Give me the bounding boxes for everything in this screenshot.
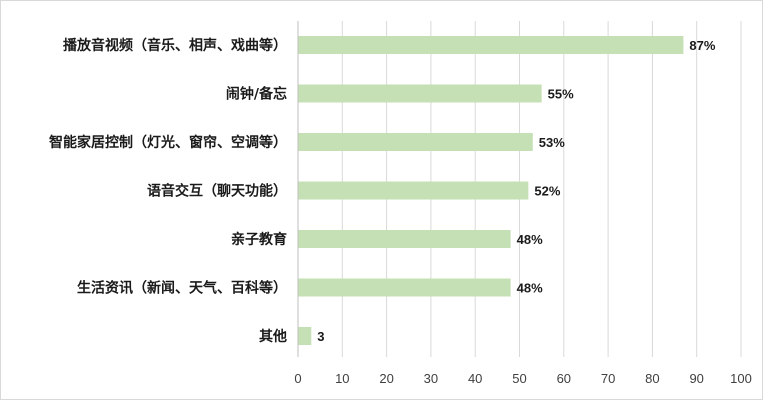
x-tick-50: 50 — [512, 371, 526, 386]
value-labels: 87% 55% 53% 52% 48% 48% 3 — [317, 38, 716, 344]
bar-5 — [298, 278, 511, 297]
x-tick-70: 70 — [601, 371, 615, 386]
x-axis-ticks: 0 10 20 30 40 50 60 70 80 90 100 — [294, 371, 751, 386]
bar-6 — [298, 327, 312, 345]
x-tick-90: 90 — [689, 371, 703, 386]
category-label-2: 智能家居控制（灯光、窗帘、空调等） — [48, 134, 287, 151]
value-label-1: 55% — [548, 87, 574, 102]
bar-2 — [298, 133, 533, 151]
x-tick-100: 100 — [730, 371, 752, 386]
x-tick-60: 60 — [557, 371, 571, 386]
x-tick-40: 40 — [468, 371, 482, 386]
value-label-3: 52% — [534, 184, 560, 199]
category-label-0: 播放音视频（音乐、相声、戏曲等） — [63, 37, 287, 54]
category-label-4: 亲子教育 — [231, 231, 287, 248]
x-tick-30: 30 — [424, 371, 438, 386]
bar-1 — [298, 84, 542, 103]
value-label-2: 53% — [539, 135, 565, 150]
category-label-1: 闹钟/备忘 — [226, 86, 287, 103]
value-label-6: 3 — [317, 329, 324, 344]
x-tick-80: 80 — [645, 371, 659, 386]
category-label-3: 语音交互（聊天功能） — [147, 183, 287, 200]
value-label-5: 48% — [517, 281, 543, 296]
bar-3 — [298, 181, 529, 200]
x-tick-20: 20 — [379, 371, 393, 386]
bars — [298, 36, 684, 345]
x-tick-10: 10 — [335, 371, 349, 386]
bar-4 — [298, 230, 511, 248]
value-label-4: 48% — [517, 232, 543, 247]
x-tick-0: 0 — [294, 371, 301, 386]
value-label-0: 87% — [689, 38, 715, 53]
category-label-6: 其他 — [259, 328, 287, 345]
category-label-5: 生活资讯（新闻、天气、百科等） — [77, 280, 287, 297]
bar-0 — [298, 36, 684, 54]
